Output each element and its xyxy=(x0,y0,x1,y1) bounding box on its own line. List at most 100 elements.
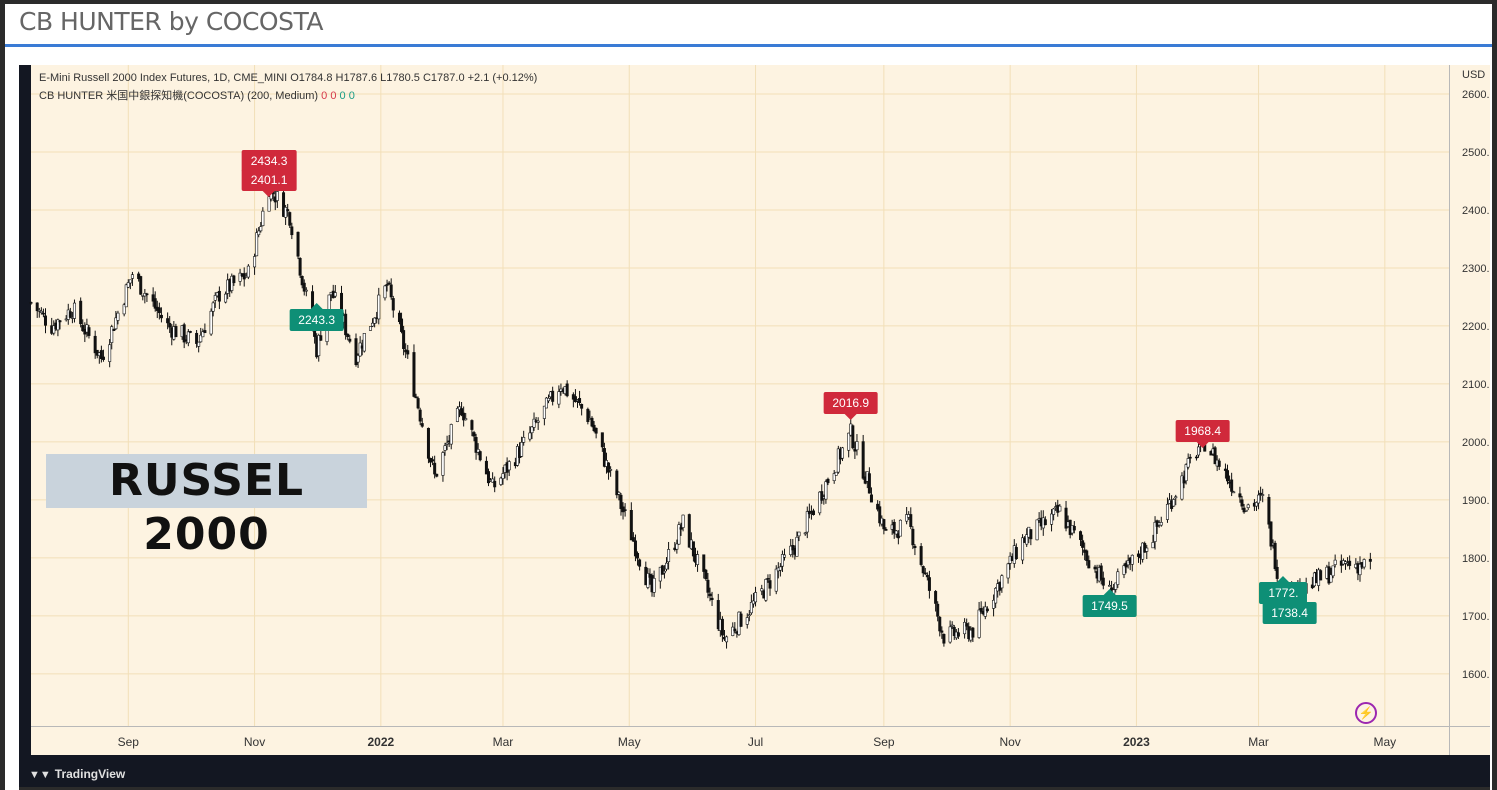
candle-body xyxy=(1079,531,1083,541)
tradingview-logo-icon: ▼▼ xyxy=(29,769,51,781)
candle-body xyxy=(253,256,257,268)
candle-body xyxy=(1275,566,1279,579)
buy-signal-badge[interactable]: 1738.4 xyxy=(1262,595,1317,624)
candle-body xyxy=(1064,507,1068,529)
candle-body xyxy=(346,333,350,338)
lightning-bolt-icon[interactable]: ⚡ xyxy=(1355,702,1377,724)
candle-body xyxy=(1043,519,1047,526)
candle-body xyxy=(110,326,114,343)
candle-body xyxy=(1093,566,1097,570)
y-tick-label: 1700.0 xyxy=(1462,611,1490,623)
buy-signal-badge[interactable]: 2243.3 xyxy=(289,302,345,331)
candle-body xyxy=(919,546,923,565)
candle-body xyxy=(623,509,627,511)
candle-body xyxy=(942,633,946,644)
candle-body xyxy=(1362,559,1366,568)
candle-body xyxy=(557,391,561,405)
candle-body xyxy=(615,470,619,496)
candle-body xyxy=(464,418,468,421)
candle-body xyxy=(747,614,751,617)
candle-body xyxy=(52,325,56,334)
candle-body xyxy=(112,329,116,332)
sell-signal-badge[interactable]: 2434.3 xyxy=(241,150,297,179)
candle-body xyxy=(443,445,447,451)
candle-body xyxy=(1244,510,1248,512)
candle-body xyxy=(1333,559,1337,565)
candle-body xyxy=(1343,561,1347,564)
candle-body xyxy=(402,330,406,349)
candle-body xyxy=(768,580,772,589)
candle-body xyxy=(476,449,480,453)
candle-body xyxy=(317,335,321,357)
candle-body xyxy=(298,257,302,276)
candle-body xyxy=(1099,565,1103,580)
chart-frame[interactable]: 1600.0 1700.0 1800.0 1900.0 2000.0 2100.0 2200… xyxy=(19,65,1490,787)
candle-body xyxy=(101,356,105,360)
candle-body xyxy=(594,427,598,434)
candle-body xyxy=(259,226,263,232)
candle-body xyxy=(296,231,300,257)
candle-body xyxy=(1159,522,1163,526)
candle-body xyxy=(79,300,83,325)
tradingview-footer[interactable]: ▼▼ TradingView xyxy=(29,767,125,785)
candle-body xyxy=(1358,563,1362,576)
x-tick-label: Sep xyxy=(873,735,895,749)
candle-body xyxy=(1246,504,1250,508)
candle-body xyxy=(925,574,929,578)
candle-body xyxy=(501,473,505,479)
candle-body xyxy=(894,530,898,535)
candle-body xyxy=(108,344,112,362)
candle-body xyxy=(818,491,822,514)
candle-body xyxy=(983,606,987,617)
candle-body xyxy=(1172,499,1176,507)
candle-body xyxy=(300,275,304,286)
candle-body xyxy=(420,423,424,427)
candle-body xyxy=(1072,525,1076,531)
candle-body xyxy=(797,531,801,537)
candle-body xyxy=(449,424,453,445)
candle-body xyxy=(166,318,170,324)
tradingview-brand: TradingView xyxy=(54,767,126,781)
candle-body xyxy=(486,471,490,484)
candle-body xyxy=(37,309,41,312)
candle-body xyxy=(484,460,488,475)
candle-body xyxy=(470,420,474,430)
candle-body xyxy=(433,462,437,475)
candle-body xyxy=(418,409,422,422)
candle-body xyxy=(1165,503,1169,520)
candle-body xyxy=(68,311,72,318)
page-header: CB HUNTER by COCOSTA xyxy=(5,4,1492,45)
sell-signal-badge[interactable]: 1968.4 xyxy=(1175,420,1231,449)
candle-body xyxy=(203,330,207,334)
candle-body xyxy=(1259,492,1263,495)
candle-body xyxy=(39,310,43,313)
y-tick-label: 2200.0 xyxy=(1462,321,1490,333)
y-axis-ticks: 1600.0 1700.0 1800.0 1900.0 2000.0 2100.0 2200… xyxy=(1462,89,1490,681)
candle-body xyxy=(565,383,569,397)
sell-signal-badge[interactable]: 2016.9 xyxy=(823,392,879,421)
x-tick-label: May xyxy=(618,735,641,749)
candle-body xyxy=(530,426,534,434)
candle-body xyxy=(431,459,435,462)
candle-body xyxy=(580,404,584,409)
candle-body xyxy=(282,192,286,217)
price-chart[interactable]: 1600.0 1700.0 1800.0 1900.0 2000.0 2100.0 2200… xyxy=(19,65,1490,787)
candle-body xyxy=(400,318,404,332)
candle-body xyxy=(573,396,577,403)
candle-body xyxy=(441,452,445,476)
candle-body xyxy=(199,334,203,343)
candle-body xyxy=(213,295,217,301)
candle-body xyxy=(766,578,770,580)
legend-indicator-line: CB HUNTER 米国中銀探知機(COCOSTA) (200, Medium)… xyxy=(39,87,537,105)
candle-body xyxy=(288,212,292,226)
candle-body xyxy=(153,298,157,309)
candle-body xyxy=(344,313,348,336)
sell-signal-badge[interactable]: 2401.1 xyxy=(241,169,297,198)
indicator-name: CB HUNTER 米国中銀探知機(COCOSTA) (200, Medium) xyxy=(39,90,319,102)
candle-body xyxy=(600,432,604,448)
candle-body xyxy=(1319,570,1323,581)
x-tick-label: Mar xyxy=(1248,735,1269,749)
candle-body xyxy=(789,545,793,556)
buy-signal-badge[interactable]: 1749.5 xyxy=(1082,589,1137,618)
candle-body xyxy=(764,579,768,601)
